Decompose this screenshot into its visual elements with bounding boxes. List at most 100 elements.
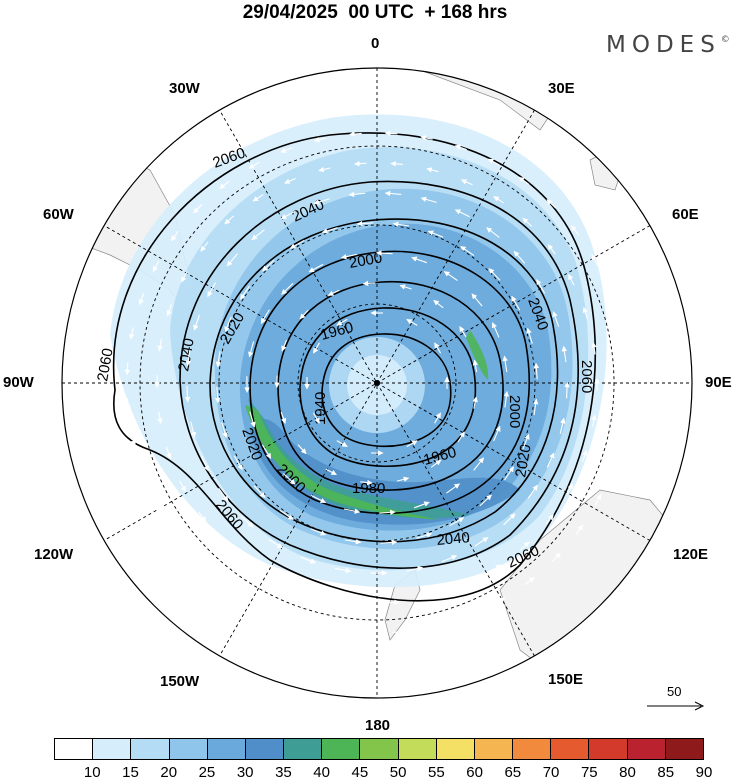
colorbar-segment	[436, 739, 475, 759]
colorbar-segment	[284, 739, 323, 759]
wind-vector-arrow	[314, 137, 327, 143]
reference-vector-label: 50	[667, 684, 682, 699]
wind-vector-arrow	[362, 280, 376, 287]
wind-vector-arrow	[260, 309, 270, 324]
wind-vector-arrow	[392, 221, 410, 228]
wind-vector-arrow	[399, 284, 412, 290]
wind-vector-arrow	[460, 179, 473, 186]
wind-vector-arrow	[564, 381, 570, 399]
colorbar-segment	[131, 739, 170, 759]
wind-vector-arrow	[416, 532, 433, 539]
wind-vector-arrow	[384, 190, 402, 197]
wind-vector-arrow	[287, 615, 300, 622]
wind-vector-arrow	[233, 455, 243, 471]
wind-vector-arrow	[434, 342, 442, 354]
wind-vector-arrow	[474, 537, 489, 547]
wind-vector-arrow	[224, 581, 236, 590]
wind-vector-arrow	[536, 279, 546, 294]
wind-vector-arrow	[454, 144, 467, 151]
wind-vector-arrow	[179, 480, 186, 492]
wind-vector-arrow	[434, 412, 442, 424]
contour-2060	[112, 132, 597, 602]
wind-vector-arrow	[282, 473, 296, 485]
wind-shade-45	[245, 405, 440, 520]
wind-vector-arrow	[619, 426, 625, 439]
wind-vector-arrow	[252, 194, 264, 202]
wind-vector-arrow	[488, 158, 500, 166]
contour-1940	[321, 333, 452, 448]
colorbar-segment	[398, 739, 437, 759]
wind-vector-arrow	[493, 425, 501, 442]
contour-label: 2000	[506, 395, 523, 428]
wind-vector-arrow	[446, 483, 460, 494]
wind-vector-arrow	[253, 485, 266, 498]
wind-vector-arrow	[454, 209, 470, 218]
contour-label: 2060	[94, 347, 117, 383]
wind-vector-arrow	[321, 227, 338, 234]
wind-vector-arrow	[221, 422, 228, 439]
wind-vector-arrow	[609, 460, 616, 473]
wind-vector-arrow	[460, 245, 475, 256]
wind-vector-arrow	[124, 362, 131, 376]
colorbar-segment	[513, 739, 552, 759]
wind-vector-arrow	[239, 285, 250, 300]
wind-vector-arrow	[343, 508, 361, 514]
wind-vector-arrow	[354, 160, 367, 167]
wind-vector-arrow	[201, 456, 209, 472]
wind-vector-arrow	[308, 263, 324, 273]
wind-vector-arrow	[312, 412, 320, 424]
colorbar-tick-label: 40	[313, 764, 330, 781]
wind-vector-arrow	[312, 342, 320, 354]
lon-label-30w: 30W	[169, 80, 200, 97]
colorbar-tick-label: 10	[83, 764, 101, 781]
wind-vector-arrow	[427, 623, 440, 629]
colorbar-tick-label: 20	[160, 764, 178, 781]
colorbar-segment	[322, 739, 361, 759]
wind-vector-arrow	[594, 494, 602, 506]
wind-vector-arrow	[138, 293, 145, 306]
wind-vector-arrow	[284, 177, 296, 184]
wind-vector-arrow	[443, 271, 458, 282]
wind-vector-arrow	[426, 167, 439, 173]
wind-vector-arrow	[157, 339, 163, 352]
wind-vector-arrow	[513, 250, 526, 264]
wind-vector-arrow	[325, 468, 337, 476]
wind-vector-arrow	[336, 318, 348, 326]
lon-label-180: 180	[365, 717, 391, 734]
wind-vector-arrow	[193, 314, 200, 331]
wind-vector-arrow	[561, 345, 568, 363]
colorbar-tick-label: 65	[504, 764, 522, 781]
wind-vector-arrow	[420, 135, 433, 141]
wind-vector-arrow	[559, 417, 566, 435]
wind-vector-arrow	[441, 555, 458, 563]
wind-vector-arrow	[299, 309, 309, 320]
wind-vector-arrow	[568, 274, 575, 286]
africa-land	[419, 68, 641, 131]
lon-label-30e: 30E	[548, 80, 575, 97]
wind-vector-arrow	[406, 440, 418, 448]
wind-vector-arrow	[524, 576, 535, 586]
wind-vector-arrow	[207, 282, 216, 297]
wind-vector-arrow	[224, 316, 232, 333]
wind-vector-arrow	[198, 511, 207, 522]
south-pole-marker	[374, 380, 380, 386]
wind-vector-arrow	[251, 229, 265, 241]
wind-vector-arrow	[125, 398, 131, 411]
lon-label-150e: 150E	[548, 671, 584, 688]
map-border	[61, 67, 693, 699]
wind-vector-arrow	[219, 180, 230, 190]
wind-vector-arrow	[459, 326, 467, 338]
wind-vector-arrow	[623, 390, 630, 404]
wind-vector-arrow	[582, 306, 589, 320]
wind-vector-arrow	[334, 567, 352, 574]
colorbar-tick-label: 90	[695, 764, 713, 781]
colorbar-tick-label: 30	[236, 764, 254, 781]
wind-vector-arrow	[289, 239, 305, 249]
wind-vector-arrow	[141, 467, 147, 480]
colorbar-segment	[169, 739, 208, 759]
wind-vector-arrow	[215, 350, 222, 368]
wind-vector-arrow	[184, 385, 191, 403]
wind-vector-arrow	[200, 241, 209, 252]
lon-label-90e: 90E	[705, 374, 732, 391]
colorbar-tick-label: 15	[122, 764, 139, 781]
